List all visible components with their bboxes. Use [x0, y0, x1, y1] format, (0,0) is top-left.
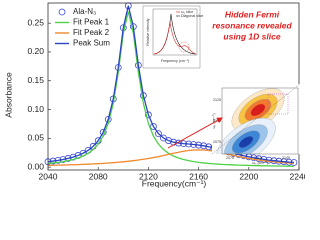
- inset-x-tick-label: 2110: [254, 156, 262, 160]
- inset-slice: ω₁ slice Diagonal slice Frequency (cm⁻¹)…: [142, 5, 203, 69]
- legend-label: Fit Peak 1: [73, 18, 110, 27]
- series-line: [47, 5, 295, 164]
- inset-legend-label: ω₁ slice: [181, 10, 193, 14]
- inset-curve: [153, 21, 197, 55]
- y-tick-label: 0.00: [27, 161, 44, 171]
- annotation-arrow: [167, 117, 223, 149]
- x-tick-label: 2160: [189, 171, 208, 181]
- x-tick-label: 2120: [139, 171, 158, 181]
- plot-area: 0.00 0.05 0.10 0.15 0.20 0.25 2040 2080 2120 2160…: [27, 2, 305, 181]
- inset-x-title: ω₃ (cm⁻¹): [252, 161, 268, 165]
- page: {"chart_data": {"type": "line", "x_label…: [3, 2, 305, 189]
- y-tick-label: 0.25: [27, 17, 44, 27]
- data-point: [165, 137, 172, 144]
- inset-y-title: ω₁ (cm⁻¹): [212, 113, 216, 128]
- inset-x-tick-label: 2145: [282, 156, 290, 160]
- y-tick-label: 0.20: [27, 46, 44, 56]
- series-line: [47, 11, 294, 167]
- inset-highlight: [178, 41, 190, 53]
- legend-label: Fit Peak 2: [73, 28, 110, 37]
- annotation: using 1D slice: [223, 31, 280, 41]
- data-point: [150, 123, 157, 130]
- chart: 0.00 0.05 0.10 0.15 0.20 0.25 2040 2080 2120 2160…: [3, 2, 305, 188]
- x-tick-label: 2040: [39, 171, 58, 181]
- data-point: [155, 130, 162, 138]
- x-tick-label: 2080: [89, 171, 108, 181]
- series-line: [47, 149, 295, 167]
- inset-axes: [152, 8, 198, 56]
- y-tick-label: 0.05: [27, 133, 44, 143]
- y-tick-label: 0.15: [27, 75, 44, 85]
- x-axis-title: Frequency(cm⁻¹): [142, 178, 207, 188]
- y-tick-label: 0.10: [27, 104, 44, 114]
- inset-legend-label: Diagonal slice: [181, 14, 203, 18]
- legend-label: Ala-N₃: [73, 7, 96, 16]
- annotation: Hidden Fermi: [225, 9, 280, 19]
- inset-contour: 2075 2110 2145 2125 2100 2075 ω₃ (cm⁻¹) …: [212, 84, 300, 165]
- y-axis-title: Absorbance: [3, 72, 13, 118]
- inset-y-tick-label: 2075: [213, 140, 221, 144]
- inset-y-tick-label: 2125: [213, 98, 221, 102]
- inset-y-title: Relative intensity: [146, 18, 150, 45]
- x-tick-label: 2200: [239, 171, 258, 181]
- inset-x-title: Frequency (cm⁻¹): [161, 59, 189, 63]
- data-point: [144, 111, 152, 119]
- annotation: resonance revealed: [212, 20, 292, 30]
- x-tick-label: 2240: [290, 171, 305, 181]
- inset-x-tick-label: 2075: [226, 156, 234, 160]
- legend-label: Peak Sum: [73, 39, 110, 48]
- legend-marker: [58, 8, 66, 16]
